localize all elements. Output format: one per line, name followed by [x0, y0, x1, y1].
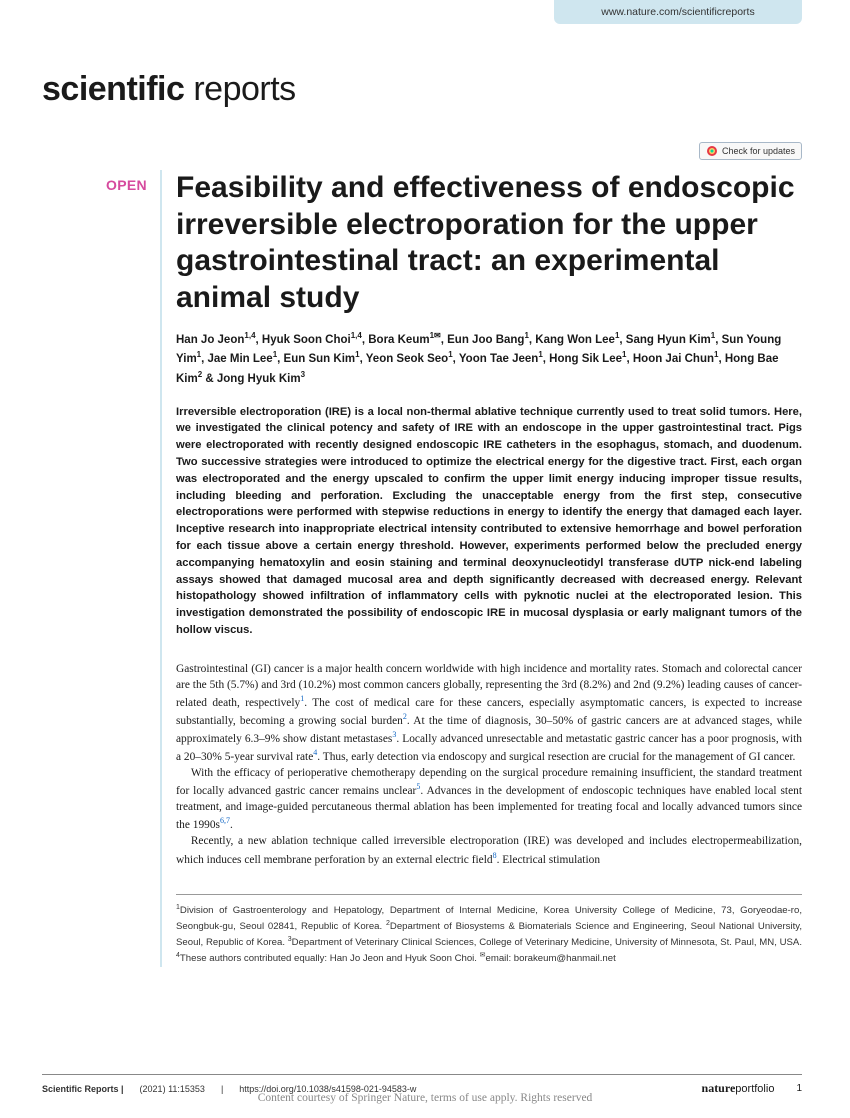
journal-logo: scientific reports [42, 70, 296, 109]
journal-url-banner: www.nature.com/scientificreports [554, 0, 802, 24]
article-title: Feasibility and effectiveness of endosco… [176, 170, 802, 316]
journal-url: www.nature.com/scientificreports [601, 6, 754, 18]
journal-logo-bold: scientific [42, 70, 184, 108]
body-paragraph: Gastrointestinal (GI) cancer is a major … [176, 661, 802, 765]
article-content: Feasibility and effectiveness of endosco… [160, 170, 802, 967]
body-paragraph: Recently, a new ablation technique calle… [176, 833, 802, 867]
citation-ref[interactable]: 6,7 [220, 816, 230, 825]
check-updates-label: Check for updates [722, 146, 795, 156]
body-paragraph: With the efficacy of perioperative chemo… [176, 765, 802, 833]
authors-list: Han Jo Jeon1,4, Hyuk Soon Choi1,4, Bora … [176, 330, 802, 387]
watermark: Content courtesy of Springer Nature, ter… [0, 1092, 850, 1104]
crossmark-icon [706, 145, 718, 157]
open-access-label: OPEN [106, 177, 147, 193]
abstract: Irreversible electroporation (IRE) is a … [176, 404, 802, 639]
journal-logo-light: reports [184, 70, 295, 108]
body-text: Gastrointestinal (GI) cancer is a major … [176, 661, 802, 868]
check-updates-badge[interactable]: Check for updates [699, 142, 802, 160]
affiliations: 1Division of Gastroenterology and Hepato… [176, 894, 802, 967]
